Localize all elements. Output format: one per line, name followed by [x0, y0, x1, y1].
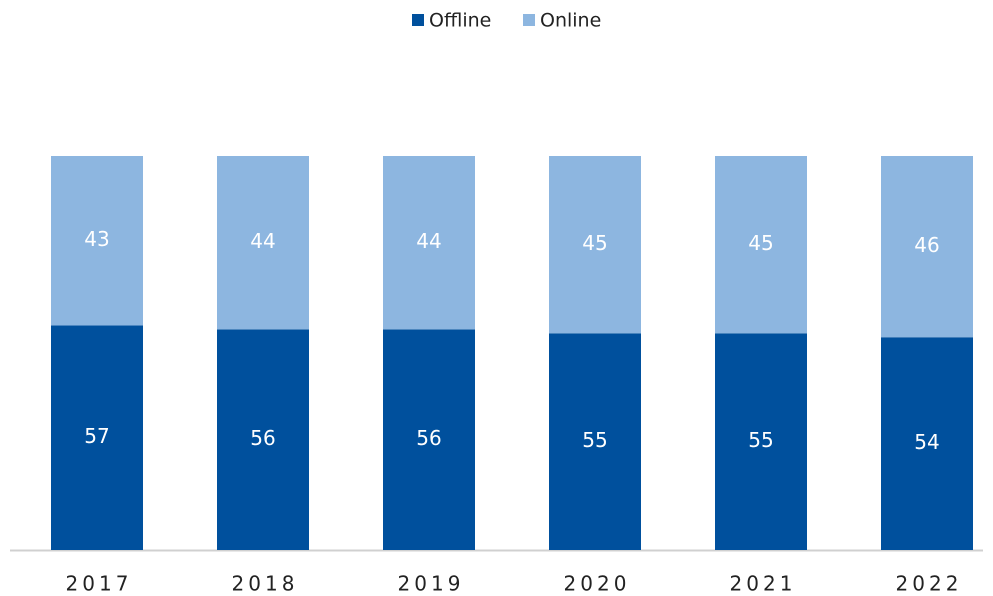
x-tick-label: 2022	[896, 572, 963, 596]
bar-segment	[51, 325, 143, 550]
bar-segment	[549, 333, 641, 550]
bar-segment	[881, 337, 973, 550]
value-label: 55	[582, 428, 607, 452]
bar-segment	[51, 156, 143, 326]
legend-swatch	[412, 14, 424, 26]
value-label: 44	[416, 229, 441, 253]
value-label: 45	[748, 231, 773, 255]
value-label: 45	[582, 231, 607, 255]
x-tick-label: 2019	[398, 572, 465, 596]
x-tick-label: 2018	[232, 572, 299, 596]
value-label: 55	[748, 428, 773, 452]
value-label: 56	[250, 426, 275, 450]
value-label: 43	[84, 227, 109, 251]
x-tick-label: 2017	[66, 572, 133, 596]
value-label: 57	[84, 424, 109, 448]
bar-segment	[383, 156, 475, 330]
value-label: 46	[914, 233, 939, 257]
bar-segment	[217, 329, 309, 550]
value-label: 44	[250, 229, 275, 253]
bar-segment	[549, 156, 641, 334]
value-label: 56	[416, 426, 441, 450]
x-tick-label: 2021	[730, 572, 797, 596]
bar-segment	[881, 156, 973, 338]
value-label: 54	[914, 430, 939, 454]
legend-label: Offline	[429, 10, 491, 32]
bar-segment	[383, 329, 475, 550]
bar-segment	[217, 156, 309, 330]
bar-segment	[715, 333, 807, 550]
legend-label: Online	[540, 10, 601, 32]
x-tick-label: 2020	[564, 572, 631, 596]
legend-swatch	[523, 14, 535, 26]
bar-segment	[715, 156, 807, 334]
